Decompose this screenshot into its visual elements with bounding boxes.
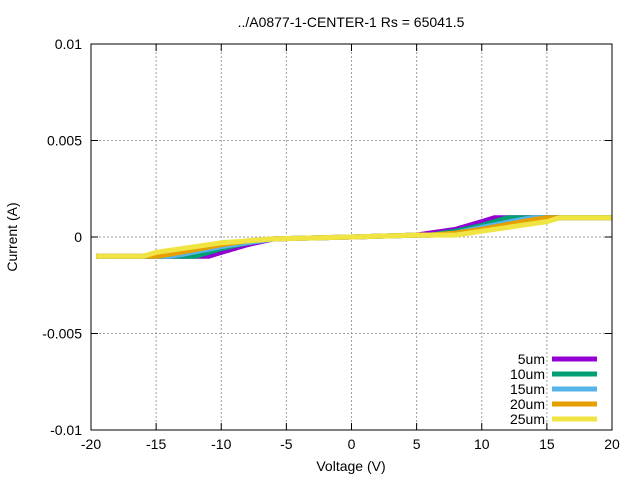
ticks: -20 -15 -10 -5 0 5 10 15 20 0.01 0.005 0 -0.005 -0.01 [42, 36, 620, 452]
y-tick-label: 0.005 [47, 133, 82, 149]
legend-label: 25um [510, 411, 545, 427]
y-tick-label: 0.01 [55, 36, 82, 52]
x-tick-label: -20 [81, 436, 101, 452]
x-tick-label: 20 [604, 436, 620, 452]
x-tick-label: 5 [413, 436, 421, 452]
legend-label: 5um [518, 351, 545, 367]
y-tick-label: -0.005 [42, 326, 82, 342]
plot-frame [90, 43, 613, 431]
legend-label: 15um [510, 381, 545, 397]
x-tick-label: 0 [348, 436, 356, 452]
x-tick-label: 15 [539, 436, 555, 452]
y-axis-label: Current (A) [4, 202, 20, 271]
x-tick-label: -15 [146, 436, 166, 452]
x-axis-label: Voltage (V) [316, 458, 385, 474]
chart-title: ../A0877-1-CENTER-1 Rs = 65041.5 [238, 14, 465, 30]
legend-label: 10um [510, 366, 545, 382]
y-tick-label: 0 [74, 229, 82, 245]
x-tick-label: -10 [211, 436, 231, 452]
y-tick-label: -0.01 [50, 422, 82, 438]
legend-label: 20um [510, 396, 545, 412]
series-line-25um [96, 215, 612, 259]
x-tick-label: -5 [280, 436, 293, 452]
series-lines [96, 215, 612, 259]
x-tick-label: 10 [474, 436, 490, 452]
